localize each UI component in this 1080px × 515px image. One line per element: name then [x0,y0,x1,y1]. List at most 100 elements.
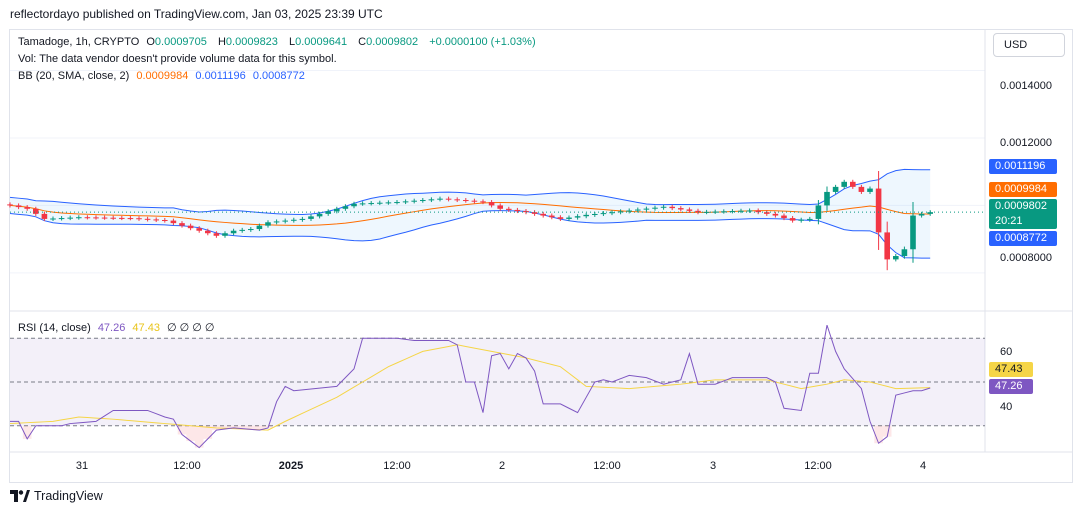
candle-body [402,201,409,203]
currency-button[interactable]: USD [993,33,1065,57]
candle-body [531,212,538,214]
candle-body [454,199,460,201]
candle-body [557,217,564,219]
candle-body [385,202,392,204]
candle-body [514,209,521,212]
candle-body [24,207,30,209]
candle-body [652,207,658,209]
candle-body [471,200,478,202]
chart-frame [9,29,1073,483]
candle-body [592,213,598,215]
candle-body [334,208,340,212]
candle-body [7,204,13,206]
candle-body [170,220,177,224]
candle-body [368,203,374,205]
candle-body [93,217,99,219]
tradingview-logo-icon [10,490,30,502]
candle-body [58,218,65,220]
symbol-label[interactable]: Tamadoge, 1h, CRYPTO [18,36,140,48]
price-tick: 0.0014000 [1000,80,1052,92]
candle-body [291,219,297,221]
candle-body [566,217,572,219]
time-label: 12:00 [804,460,832,472]
rsi-oversold-fill [882,425,892,437]
candle-body [686,209,693,211]
tradingview-logo[interactable]: TradingView [10,489,103,503]
candle-body [755,210,761,213]
rsi-ma-badge: 47.43 [989,362,1033,377]
time-label: 12:00 [383,460,411,472]
candle-body [394,202,400,204]
candle-body [781,215,787,219]
candle-body [153,219,159,221]
candle-body [162,220,168,222]
candle-body [893,256,899,260]
candle-body [660,206,667,208]
candle-body [910,215,916,250]
candle-body [600,213,607,215]
candle-body [411,200,417,202]
rsi-legend: RSI (14, close) 47.26 47.43 ∅ ∅ ∅ ∅ [18,321,219,334]
change-value: +0.0000100 (+1.03%) [429,36,536,48]
candle-body [325,211,331,214]
rsi-oversold-fill [203,425,213,439]
candle-body [265,222,271,226]
time-label: 3 [709,460,717,472]
last-price-badge: 0.0009802 20:21 [989,199,1057,229]
candle-body [574,216,581,218]
bb-basis-badge: 0.0009984 [989,182,1057,197]
candle-body [196,228,202,231]
candle-body [712,211,718,213]
candle-body [445,198,452,200]
candle-body [136,218,142,220]
candle-body [119,217,125,219]
price-tick: 0.0012000 [1000,137,1052,149]
candle-body [807,218,813,220]
candle-body [738,210,744,212]
candle-body [480,201,486,203]
time-label: 12:00 [593,460,621,472]
rsi-ma-line [9,344,931,431]
candle-body [299,218,306,220]
high-value: 0.0009823 [225,36,278,48]
rsi-oversold-fill [177,425,187,435]
candle-body [798,219,804,221]
time-label: 2025 [278,460,304,472]
time-label: 2 [498,460,506,472]
rsi-oversold-fill [220,425,230,430]
bb-label[interactable]: BB (20, SMA, close, 2) [18,70,130,82]
rsi-extra: ∅ ∅ ∅ ∅ [167,322,215,334]
candle-body [583,214,589,217]
rsi-line [10,324,931,449]
publisher-line: reflectordayo published on TradingView.c… [10,7,383,21]
bb-basis-value: 0.0009984 [136,70,189,82]
candle-body [179,223,185,226]
candle-body [695,210,701,213]
close-value: 0.0009802 [366,36,419,48]
rsi-value: 47.26 [97,322,126,334]
candle-body [248,229,254,231]
candle-body [67,217,73,219]
candle-body [15,205,22,208]
candle-body [144,218,151,220]
candle-body [351,203,357,207]
candle-body [927,212,933,214]
candle-body [488,202,495,206]
rsi-ma-value: 47.43 [132,322,160,334]
candle-body [213,233,220,236]
candle-body [316,213,323,217]
candle-body [127,218,134,220]
candle-body [764,212,770,214]
candle-body [549,215,555,218]
candle-body [609,212,615,214]
volume-note: Vol: The data vendor doesn't provide vol… [18,53,337,65]
time-label: 12:00 [173,460,201,472]
candle-body [669,206,675,209]
low-value: 0.0009641 [295,36,348,48]
candle-body [497,205,503,209]
candle-body [222,233,228,236]
candle-body [50,218,56,220]
candle-body [76,217,82,219]
rsi-label[interactable]: RSI (14, close) [18,322,91,334]
